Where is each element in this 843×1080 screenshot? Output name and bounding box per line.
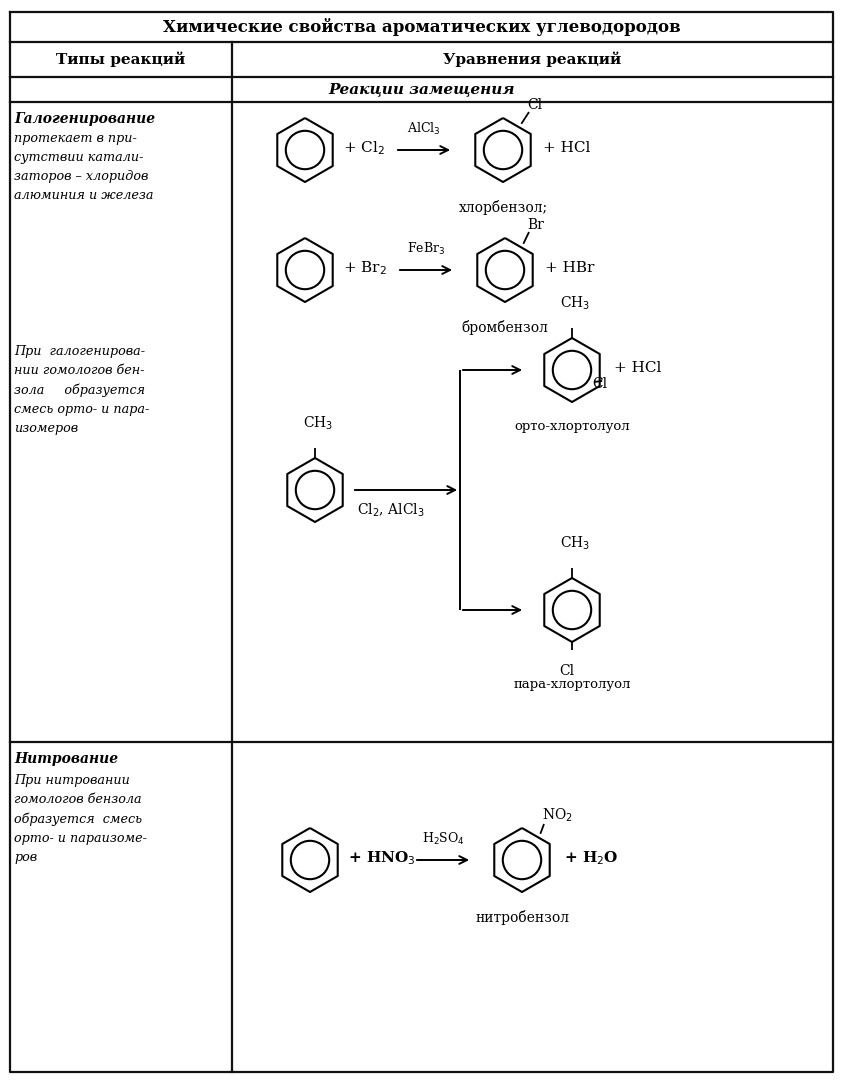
Text: Уравнения реакций: Уравнения реакций bbox=[443, 52, 621, 67]
Text: + HNO$_3$: + HNO$_3$ bbox=[348, 849, 416, 867]
Text: Типы реакций: Типы реакций bbox=[56, 52, 185, 67]
Text: FeBr$_3$: FeBr$_3$ bbox=[407, 241, 445, 257]
Text: + H$_2$O: + H$_2$O bbox=[564, 849, 619, 867]
Text: Cl$_2$, AlCl$_3$: Cl$_2$, AlCl$_3$ bbox=[357, 501, 425, 518]
Text: + HCl: + HCl bbox=[543, 141, 590, 156]
Text: Реакции замещения: Реакции замещения bbox=[328, 82, 515, 96]
Text: пара-хлортолуол: пара-хлортолуол bbox=[513, 678, 631, 691]
Text: CH$_3$: CH$_3$ bbox=[303, 415, 333, 432]
Text: + Br$_2$: + Br$_2$ bbox=[343, 259, 387, 276]
Text: бромбензол: бромбензол bbox=[462, 320, 549, 335]
Text: Химические свойства ароматических углеводородов: Химические свойства ароматических углево… bbox=[163, 18, 680, 36]
Text: AlCl$_3$: AlCl$_3$ bbox=[407, 121, 441, 137]
Text: Br: Br bbox=[527, 218, 544, 232]
Text: Cl: Cl bbox=[592, 377, 607, 391]
Text: + HBr: + HBr bbox=[545, 261, 594, 275]
Text: хлорбензол;: хлорбензол; bbox=[459, 200, 548, 215]
Text: CH$_3$: CH$_3$ bbox=[560, 295, 590, 312]
Text: Cl: Cl bbox=[527, 98, 542, 112]
Text: NO$_2$: NO$_2$ bbox=[542, 807, 573, 824]
Text: + Cl$_2$: + Cl$_2$ bbox=[343, 139, 385, 157]
Text: При нитровании
гомологов бензола
образуется  смесь
орто- и параизоме-
ров: При нитровании гомологов бензола образуе… bbox=[14, 774, 147, 864]
Text: орто-хлортолуол: орто-хлортолуол bbox=[514, 420, 630, 433]
Text: CH$_3$: CH$_3$ bbox=[560, 535, 590, 552]
Text: Cl: Cl bbox=[560, 664, 575, 678]
Text: нитробензол: нитробензол bbox=[475, 910, 569, 924]
Text: Галогенирование: Галогенирование bbox=[14, 112, 155, 126]
Text: При  галогенирова-
нии гомологов бен-
зола     образуется
смесь орто- и пара-
из: При галогенирова- нии гомологов бен- зол… bbox=[14, 345, 149, 435]
Text: Нитрование: Нитрование bbox=[14, 752, 118, 766]
Text: H$_2$SO$_4$: H$_2$SO$_4$ bbox=[422, 831, 464, 847]
Text: протекает в при-
сутствии катали-
заторов – хлоридов
алюминия и железа: протекает в при- сутствии катали- заторо… bbox=[14, 132, 153, 202]
Text: + HCl: + HCl bbox=[614, 361, 662, 375]
